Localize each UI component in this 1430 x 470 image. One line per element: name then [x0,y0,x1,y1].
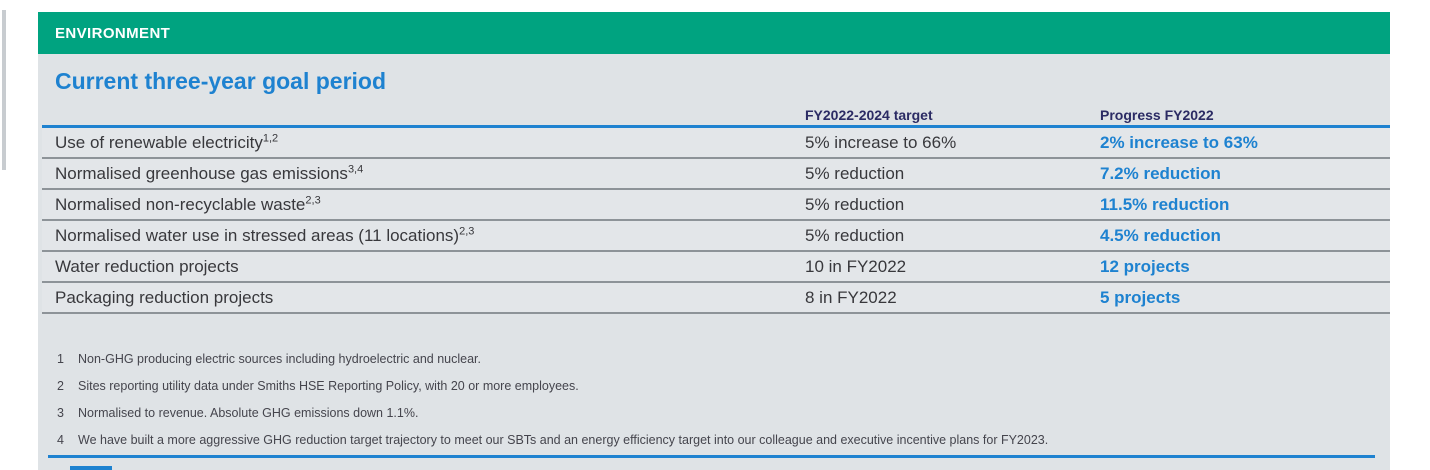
row-target-value: 5% increase to 66% [805,132,957,152]
row-target-value: 5% reduction [805,225,905,245]
footnote-reference: 3,4 [347,162,364,175]
table-row: Normalised non-recyclable waste2,3 5% re… [42,190,1390,221]
bottom-divider [48,455,1375,458]
row-label: Normalised non-recyclable waste2,3 [55,193,321,214]
footnotes: 1 Non-GHG producing electric sources inc… [57,346,1390,454]
table-body: Use of renewable electricity1,2 5% incre… [42,128,1390,314]
footnote-text: Non-GHG producing electric sources inclu… [78,352,481,366]
footnote-text: We have built a more aggressive GHG redu… [78,433,1049,447]
row-label: Water reduction projects [55,256,239,276]
row-target-value: 5% reduction [805,163,905,183]
table-row: Water reduction projects 10 in FY2022 12… [42,252,1390,283]
row-progress-value: 12 projects [1100,256,1190,276]
table-row: Packaging reduction projects 8 in FY2022… [42,283,1390,314]
row-progress-value: 11.5% reduction [1100,194,1230,214]
footnote: 4 We have built a more aggressive GHG re… [57,427,1390,454]
page-edge-artifact [2,10,6,170]
footnote-number: 1 [57,352,64,366]
row-label: Normalised greenhouse gas emissions3,4 [55,162,364,183]
footnote: 2 Sites reporting utility data under Smi… [57,373,1390,400]
section-title: Current three-year goal period [55,68,387,94]
column-header-progress: Progress FY2022 [1100,107,1214,123]
row-progress-value: 5 projects [1100,287,1181,307]
footnote-number: 4 [57,433,64,447]
footnote-text: Normalised to revenue. Absolute GHG emis… [78,406,419,420]
column-header-target: FY2022-2024 target [805,107,933,123]
goals-table: FY2022-2024 target Progress FY2022 Use o… [42,101,1390,314]
footnote-text: Sites reporting utility data under Smith… [78,379,579,393]
environment-section: ENVIRONMENT Current three-year goal peri… [38,12,1390,470]
row-label: Normalised water use in stressed areas (… [55,224,475,245]
row-progress-value: 4.5% reduction [1100,225,1221,245]
table-row: Normalised water use in stressed areas (… [42,221,1390,252]
row-target-value: 10 in FY2022 [805,256,907,276]
row-label: Packaging reduction projects [55,287,274,307]
table-row: Use of renewable electricity1,2 5% incre… [42,128,1390,159]
footnote-reference: 1,2 [262,131,279,144]
footnote: 1 Non-GHG producing electric sources inc… [57,346,1390,373]
table-header-row: FY2022-2024 target Progress FY2022 [42,101,1390,128]
footnote: 3 Normalised to revenue. Absolute GHG em… [57,400,1390,427]
row-progress-value: 7.2% reduction [1100,163,1221,183]
row-target-value: 5% reduction [805,194,905,214]
row-target-value: 8 in FY2022 [805,287,897,307]
footnote-reference: 2,3 [459,224,475,237]
next-section-icon-partial [70,466,112,470]
row-progress-value: 2% increase to 63% [1100,132,1258,152]
table-row: Normalised greenhouse gas emissions3,4 5… [42,159,1390,190]
footnote-number: 3 [57,406,64,420]
section-header-label: ENVIRONMENT [55,24,171,42]
section-header-bar: ENVIRONMENT [38,12,1390,54]
footnote-number: 2 [57,379,64,393]
footnote-reference: 2,3 [305,193,321,206]
row-label: Use of renewable electricity1,2 [55,131,279,152]
